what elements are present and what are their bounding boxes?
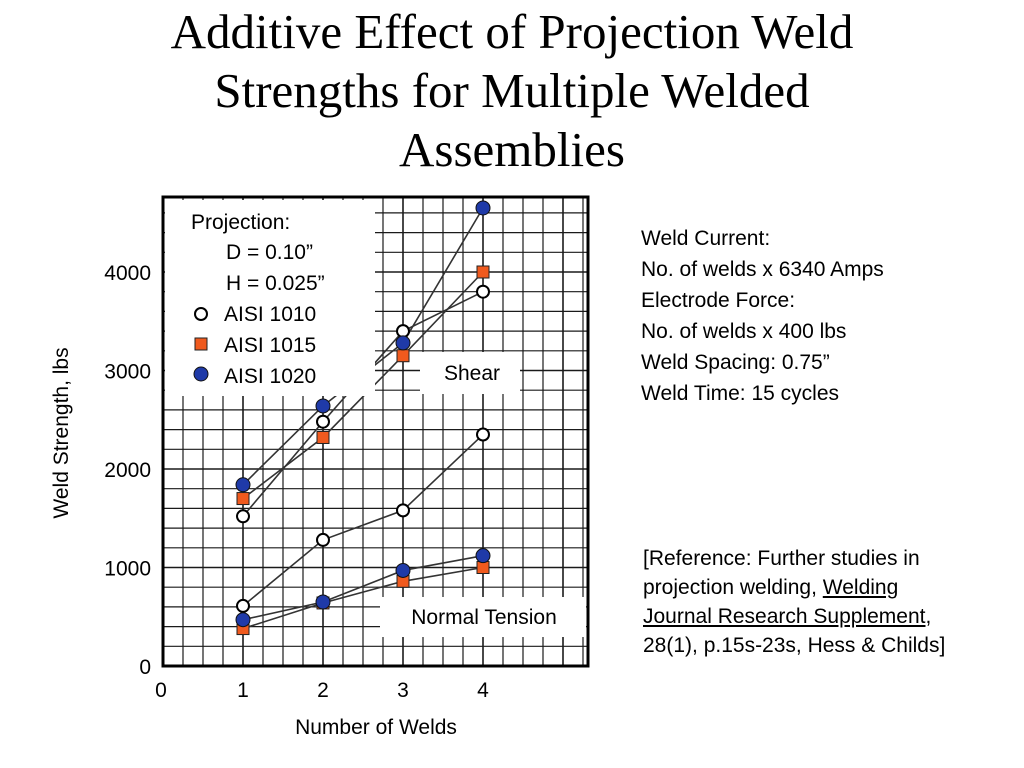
legend-filled-circle-marker bbox=[193, 366, 209, 382]
data-point-square bbox=[316, 430, 330, 444]
info-line-6: Weld Time: 15 cycles bbox=[641, 382, 840, 405]
axis-ticks: 0 1 2 3 4 0 1000 2000 3000 4000 bbox=[104, 262, 489, 702]
ref-line-2: projection welding, Welding bbox=[643, 573, 945, 602]
x-tick-label: 3 bbox=[397, 679, 409, 702]
series-line-tension-2 bbox=[242, 554, 484, 621]
ref-journal-part-2: Journal Research Supplement bbox=[643, 605, 926, 628]
normal-tension-label-box bbox=[380, 597, 586, 637]
data-point-filled-circle bbox=[395, 562, 411, 578]
group-label-boxes: Shear Normal Tension bbox=[380, 352, 586, 637]
y-tick-label: 1000 bbox=[104, 558, 151, 581]
series-line-tension-0 bbox=[242, 433, 484, 607]
series-line-tension-1 bbox=[242, 566, 484, 630]
data-point-filled-circle bbox=[475, 200, 491, 216]
ref-line-3: Journal Research Supplement, bbox=[643, 602, 945, 631]
y-tick-label: 4000 bbox=[104, 262, 151, 285]
legend-box bbox=[165, 200, 375, 396]
legend-square-marker bbox=[194, 337, 208, 351]
data-point-open-circle bbox=[476, 427, 490, 442]
info-line-2: No. of welds x 6340 Amps bbox=[641, 258, 884, 281]
data-point-open-circle bbox=[236, 509, 250, 524]
title-line-3: Assemblies bbox=[399, 122, 625, 177]
normal-tension-label: Normal Tension bbox=[411, 606, 557, 629]
series-line-shear-1 bbox=[242, 271, 484, 500]
data-point-filled-circle bbox=[235, 612, 251, 628]
legend: Projection: D = 0.10” H = 0.025” AISI 10… bbox=[165, 200, 375, 396]
data-point-open-circle bbox=[316, 532, 330, 547]
data-point-square bbox=[476, 561, 490, 574]
y-tick-label: 0 bbox=[139, 656, 151, 679]
reference-note: [Reference: Further studies in projectio… bbox=[643, 544, 945, 660]
info-line-3: Electrode Force: bbox=[641, 289, 796, 312]
y-axis-label: Weld Strength, lbs bbox=[50, 347, 73, 518]
legend-dim-d: D = 0.10” bbox=[226, 241, 313, 264]
data-point-filled-circle bbox=[475, 548, 491, 564]
page-title: Additive Effect of Projection Weld Stren… bbox=[0, 2, 1024, 179]
data-point-open-circle bbox=[316, 414, 330, 429]
data-point-square bbox=[396, 349, 410, 363]
info-line-4: No. of welds x 400 lbs bbox=[641, 320, 847, 343]
data-point-filled-circle bbox=[315, 594, 331, 610]
legend-open-circle-marker bbox=[194, 307, 208, 321]
plot-frame bbox=[161, 195, 590, 668]
legend-title: Projection: bbox=[191, 211, 290, 234]
data-point-square bbox=[236, 492, 250, 506]
data-point-open-circle bbox=[396, 503, 410, 518]
info-line-5: Weld Spacing: 0.75” bbox=[641, 351, 830, 374]
shear-label: Shear bbox=[444, 362, 500, 385]
data-point-filled-circle bbox=[235, 477, 251, 493]
legend-label-aisi-1010: AISI 1010 bbox=[224, 303, 316, 326]
data-point-open-circle bbox=[396, 324, 410, 339]
data-point-square bbox=[476, 265, 490, 279]
weld-parameters: Weld Current: No. of welds x 6340 Amps E… bbox=[641, 223, 884, 409]
legend-label-aisi-1015: AISI 1015 bbox=[224, 334, 316, 357]
legend-dim-h: H = 0.025” bbox=[226, 272, 325, 295]
x-axis-label: Number of Welds bbox=[295, 716, 457, 739]
data-point-open-circle bbox=[476, 284, 490, 299]
y-tick-label: 2000 bbox=[104, 459, 151, 482]
title-line-1: Additive Effect of Projection Weld bbox=[170, 4, 854, 59]
x-tick-label: 2 bbox=[317, 679, 329, 702]
data-point-filled-circle bbox=[395, 335, 411, 351]
info-line-1: Weld Current: bbox=[641, 227, 771, 250]
data-point-open-circle bbox=[236, 598, 250, 613]
ref-line-4: 28(1), p.15s-23s, Hess & Childs] bbox=[643, 634, 946, 657]
x-tick-label: 1 bbox=[237, 679, 249, 702]
ref-line-3-punct: , bbox=[925, 605, 932, 628]
x-tick-label: 4 bbox=[477, 679, 489, 702]
ref-line-2-text: projection welding, bbox=[643, 576, 823, 599]
x-tick-label: 0 bbox=[155, 679, 167, 702]
data-point-filled-circle bbox=[315, 398, 331, 414]
shear-label-box bbox=[420, 352, 520, 394]
ref-line-1: [Reference: Further studies in bbox=[643, 547, 920, 570]
series-markers bbox=[235, 200, 491, 636]
title-line-2: Strengths for Multiple Welded bbox=[214, 63, 810, 118]
y-tick-label: 3000 bbox=[104, 361, 151, 384]
legend-label-aisi-1020: AISI 1020 bbox=[224, 365, 316, 388]
ref-journal-part-1: Welding bbox=[822, 576, 899, 599]
